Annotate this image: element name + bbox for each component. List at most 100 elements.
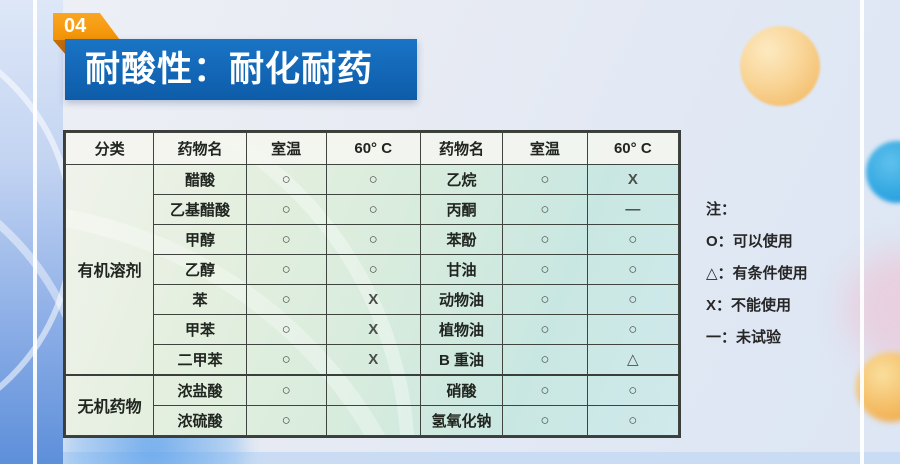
legend-label: 有条件使用	[732, 265, 808, 282]
title-banner: 耐酸性：耐化耐药	[65, 39, 417, 100]
result-cell: ○	[245, 253, 327, 285]
result-cell: ○	[245, 343, 327, 376]
result-cell: △	[586, 343, 679, 376]
result-cell: ○	[325, 164, 421, 195]
result-cell: —	[586, 193, 679, 225]
legend-title: 注：	[706, 201, 737, 218]
table-row: 乙醇 ○ ○ 甘油 ○ ○	[66, 253, 679, 285]
legend-item: X：不能使用	[706, 290, 808, 322]
legend-label: 未试验	[736, 329, 782, 346]
column-header: 室温	[502, 132, 588, 165]
drug-name-cell: 二甲苯	[153, 343, 247, 376]
drug-name-cell: 醋酸	[153, 164, 247, 195]
drug-name-cell: 硝酸	[419, 373, 504, 406]
column-header: 药物名	[153, 132, 247, 165]
drug-name-cell: 丙酮	[419, 193, 504, 225]
result-cell: ○	[502, 405, 588, 436]
table-row: 乙基醋酸 ○ ○ 丙酮 ○ —	[66, 193, 679, 225]
legend-separator: ：	[716, 297, 732, 314]
result-cell: ○	[245, 373, 327, 406]
drug-name-cell: 苯酚	[419, 223, 504, 255]
drug-name-cell: 甲苯	[153, 313, 247, 345]
legend-item: O：可以使用	[706, 226, 808, 258]
drug-name-cell: 浓盐酸	[153, 373, 247, 406]
result-cell: ○	[245, 223, 327, 255]
blue-ball-decoration	[866, 141, 900, 203]
left-accent-band	[0, 0, 63, 464]
result-cell: ○	[502, 313, 588, 345]
drug-name-cell: 动物油	[419, 283, 504, 315]
result-cell: ○	[245, 283, 327, 315]
legend-separator: ：	[721, 329, 737, 346]
result-cell: ○	[245, 164, 327, 195]
column-header: 60° C	[325, 132, 421, 165]
drug-name-cell: 甘油	[419, 253, 504, 285]
legend-separator: ：	[717, 265, 733, 282]
result-cell: ○	[586, 405, 679, 436]
result-cell: X	[586, 164, 679, 195]
drug-name-cell: 乙烷	[419, 164, 504, 195]
drug-name-cell: 植物油	[419, 313, 504, 345]
table-row: 甲苯 ○ X 植物油 ○ ○	[66, 313, 679, 345]
table-row: 苯 ○ X 动物油 ○ ○	[66, 283, 679, 315]
legend-symbol: X	[706, 297, 717, 314]
drug-name-cell: 乙醇	[153, 253, 247, 285]
drug-name-cell: 氢氧化钠	[419, 405, 504, 436]
legend-separator: ：	[717, 233, 733, 250]
category-cell: 无机药物	[65, 373, 155, 436]
legend-label: 可以使用	[732, 233, 793, 250]
result-cell	[325, 405, 421, 436]
result-cell: ○	[502, 164, 588, 195]
legend-symbol: △	[706, 265, 718, 282]
category-cell: 有机溶剂	[65, 163, 155, 376]
drug-name-cell: 苯	[153, 283, 247, 315]
table-row: 无机药物 浓盐酸 ○ 硝酸 ○ ○	[65, 373, 679, 436]
drug-name-cell: B 重油	[419, 343, 504, 376]
table-row: 浓硫酸 ○ 氢氧化钠 ○ ○	[66, 405, 679, 436]
drug-name-cell: 甲醇	[153, 223, 247, 255]
table-row: 二甲苯 ○ X B 重油 ○ △	[66, 343, 679, 376]
result-cell: X	[325, 343, 421, 376]
result-cell: ○	[586, 313, 679, 345]
left-white-stripe	[33, 0, 37, 464]
result-cell: ○	[586, 223, 679, 255]
section-number-badge: 04	[53, 13, 120, 40]
column-header: 60° C	[586, 132, 679, 165]
legend-item: △：有条件使用	[706, 258, 808, 290]
result-cell	[325, 373, 421, 406]
legend-label: 不能使用	[731, 297, 792, 314]
page-title: 耐酸性：耐化耐药	[85, 50, 374, 89]
drug-name-cell: 乙基醋酸	[153, 193, 247, 225]
result-cell: ○	[502, 283, 588, 315]
result-cell: ○	[325, 193, 421, 225]
result-cell: X	[325, 313, 421, 345]
column-header: 室温	[245, 132, 327, 165]
result-cell: ○	[502, 253, 588, 285]
result-cell: ○	[502, 343, 588, 376]
result-cell: ○	[586, 373, 679, 406]
header-row: 分类 药物名 室温 60° C 药物名 室温 60° C	[65, 132, 679, 165]
result-cell: ○	[245, 405, 327, 436]
table-row: 有机溶剂 醋酸 ○ ○ 乙烷 ○ X	[65, 163, 679, 376]
table-row: 甲醇 ○ ○ 苯酚 ○ ○	[66, 223, 679, 255]
right-white-stripe	[860, 0, 864, 464]
column-header: 药物名	[419, 132, 504, 165]
legend: 注： O：可以使用 △：有条件使用 X：不能使用 一：未试验	[706, 194, 808, 354]
result-cell: ○	[245, 313, 327, 345]
legend-item: 一：未试验	[706, 322, 808, 354]
result-cell: ○	[586, 283, 679, 315]
column-header: 分类	[65, 132, 155, 165]
result-cell: ○	[245, 193, 327, 225]
orange-ball-decoration	[740, 26, 820, 106]
drug-name-cell: 浓硫酸	[153, 405, 247, 436]
pink-blob-decoration	[845, 250, 900, 365]
result-cell: ○	[325, 253, 421, 285]
legend-symbol: O	[706, 233, 718, 250]
result-cell: ○	[586, 253, 679, 285]
result-cell: ○	[502, 223, 588, 255]
result-cell: ○	[502, 193, 588, 225]
result-cell: ○	[325, 223, 421, 255]
legend-symbol: 一	[706, 329, 722, 346]
chemical-resistance-table: 分类 药物名 室温 60° C 药物名 室温 60° C 有机溶剂 醋酸 ○ ○…	[63, 130, 681, 438]
